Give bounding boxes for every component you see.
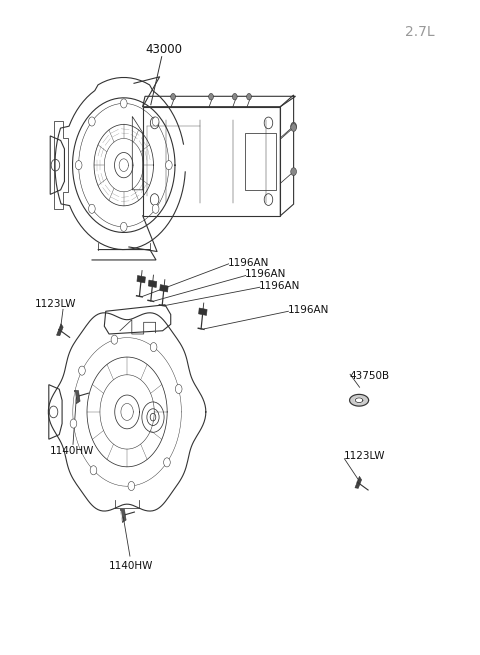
Text: 1196AN: 1196AN bbox=[245, 269, 286, 279]
Circle shape bbox=[120, 99, 127, 108]
Text: 1196AN: 1196AN bbox=[288, 305, 329, 315]
Circle shape bbox=[291, 122, 297, 130]
Circle shape bbox=[291, 124, 297, 132]
Circle shape bbox=[166, 160, 172, 170]
Circle shape bbox=[90, 466, 97, 475]
Polygon shape bbox=[137, 276, 145, 283]
Circle shape bbox=[232, 94, 237, 100]
Text: 1196AN: 1196AN bbox=[259, 281, 300, 291]
Text: 1140HW: 1140HW bbox=[108, 561, 153, 571]
Circle shape bbox=[171, 94, 176, 100]
Circle shape bbox=[247, 94, 252, 100]
Circle shape bbox=[150, 343, 157, 352]
Text: 43000: 43000 bbox=[145, 43, 182, 56]
Circle shape bbox=[120, 222, 127, 231]
Circle shape bbox=[291, 168, 297, 176]
Polygon shape bbox=[120, 509, 126, 523]
Circle shape bbox=[88, 117, 95, 126]
Polygon shape bbox=[160, 284, 168, 292]
Text: 1196AN: 1196AN bbox=[228, 257, 269, 267]
Circle shape bbox=[88, 204, 95, 214]
Circle shape bbox=[79, 366, 85, 375]
Circle shape bbox=[175, 384, 182, 394]
Text: 2.7L: 2.7L bbox=[406, 25, 435, 39]
Text: 1123LW: 1123LW bbox=[343, 451, 385, 460]
Circle shape bbox=[209, 94, 214, 100]
Polygon shape bbox=[355, 476, 361, 489]
Text: 1123LW: 1123LW bbox=[35, 299, 76, 309]
Polygon shape bbox=[148, 280, 157, 288]
Circle shape bbox=[164, 458, 170, 467]
Circle shape bbox=[152, 204, 159, 214]
Polygon shape bbox=[355, 398, 363, 403]
Circle shape bbox=[70, 419, 77, 428]
Circle shape bbox=[111, 335, 118, 345]
Polygon shape bbox=[349, 394, 369, 406]
Text: 1140HW: 1140HW bbox=[50, 445, 95, 456]
Circle shape bbox=[75, 160, 82, 170]
Circle shape bbox=[152, 117, 159, 126]
Polygon shape bbox=[199, 308, 207, 316]
Polygon shape bbox=[74, 390, 80, 403]
Circle shape bbox=[128, 481, 135, 491]
Polygon shape bbox=[57, 324, 63, 336]
Text: 43750B: 43750B bbox=[349, 371, 389, 381]
